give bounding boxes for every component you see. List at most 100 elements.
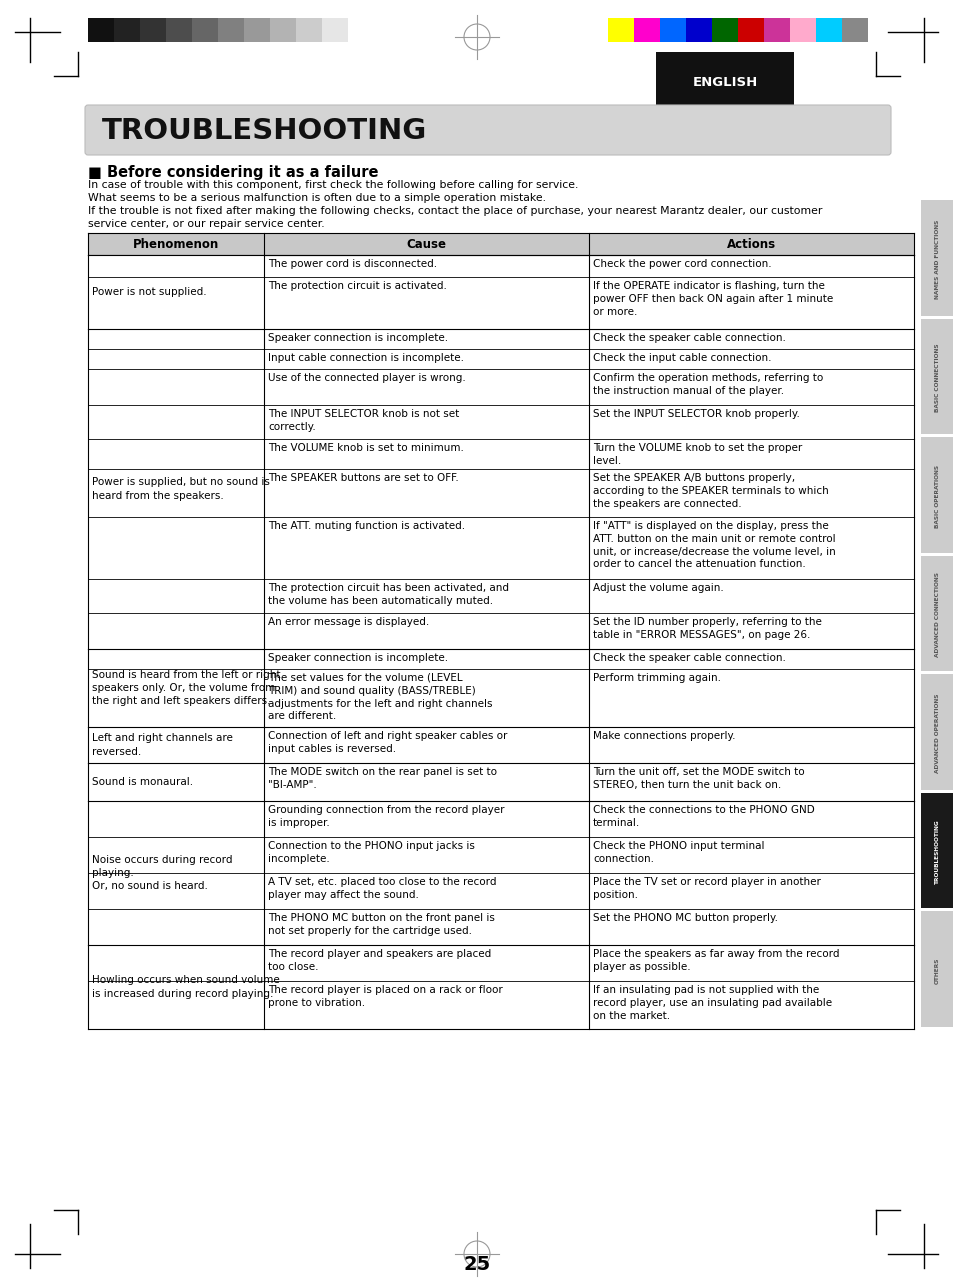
Text: Power is not supplied.: Power is not supplied. — [91, 287, 207, 297]
Text: What seems to be a serious malfunction is often due to a simple operation mistak: What seems to be a serious malfunction i… — [88, 193, 545, 203]
Text: The VOLUME knob is set to minimum.: The VOLUME knob is set to minimum. — [268, 442, 463, 453]
Bar — [659, 18, 685, 42]
Text: Check the speaker cable connection.: Check the speaker cable connection. — [593, 653, 785, 664]
Text: NAMES AND FUNCTIONS: NAMES AND FUNCTIONS — [934, 220, 939, 298]
Text: Set the PHONO MC button properly.: Set the PHONO MC button properly. — [593, 913, 778, 923]
Text: Check the power cord connection.: Check the power cord connection. — [593, 258, 771, 269]
Text: Input cable connection is incomplete.: Input cable connection is incomplete. — [268, 352, 463, 363]
Bar — [607, 18, 634, 42]
Text: Make connections properly.: Make connections properly. — [593, 730, 735, 741]
Text: A TV set, etc. placed too close to the record
player may affect the sound.: A TV set, etc. placed too close to the r… — [268, 877, 496, 900]
Text: The protection circuit has been activated, and
the volume has been automatically: The protection circuit has been activate… — [268, 583, 509, 606]
Bar — [920, 201, 953, 315]
Text: Phenomenon: Phenomenon — [132, 238, 219, 251]
Text: Sound is heard from the left or right
speakers only. Or, the volume from
the rig: Sound is heard from the left or right sp… — [91, 670, 280, 706]
Bar — [192, 18, 218, 42]
Text: TROUBLESHOOTING: TROUBLESHOOTING — [102, 117, 427, 145]
Bar — [634, 18, 659, 42]
FancyBboxPatch shape — [85, 105, 890, 156]
Bar — [322, 18, 348, 42]
Text: Check the input cable connection.: Check the input cable connection. — [593, 352, 771, 363]
Text: Speaker connection is incomplete.: Speaker connection is incomplete. — [268, 653, 448, 664]
Text: Set the INPUT SELECTOR knob properly.: Set the INPUT SELECTOR knob properly. — [593, 409, 799, 419]
Bar — [113, 18, 140, 42]
Bar — [738, 18, 763, 42]
Text: ADVANCED CONNECTIONS: ADVANCED CONNECTIONS — [934, 572, 939, 657]
Text: Speaker connection is incomplete.: Speaker connection is incomplete. — [268, 333, 448, 343]
Text: If an insulating pad is not supplied with the
record player, use an insulating p: If an insulating pad is not supplied wit… — [593, 985, 831, 1021]
Text: Place the TV set or record player in another
position.: Place the TV set or record player in ano… — [593, 877, 820, 900]
Bar — [920, 674, 953, 790]
Bar — [920, 793, 953, 908]
Bar — [841, 18, 867, 42]
Bar — [244, 18, 270, 42]
Text: Connection of left and right speaker cables or
input cables is reversed.: Connection of left and right speaker cab… — [268, 730, 507, 754]
Bar — [763, 18, 789, 42]
Text: Cause: Cause — [406, 238, 446, 251]
Text: The ATT. muting function is activated.: The ATT. muting function is activated. — [268, 521, 465, 531]
Text: Confirm the operation methods, referring to
the instruction manual of the player: Confirm the operation methods, referring… — [593, 373, 822, 396]
Text: The record player and speakers are placed
too close.: The record player and speakers are place… — [268, 949, 491, 972]
Bar — [88, 801, 264, 945]
Bar — [88, 945, 264, 1029]
Text: ADVANCED OPERATIONS: ADVANCED OPERATIONS — [934, 694, 939, 773]
Text: Set the ID number properly, referring to the
table in "ERROR MESSAGES", on page : Set the ID number properly, referring to… — [593, 617, 821, 640]
Text: Check the PHONO input terminal
connection.: Check the PHONO input terminal connectio… — [593, 841, 763, 864]
Bar — [218, 18, 244, 42]
Bar — [88, 233, 913, 255]
Text: TROUBLESHOOTING: TROUBLESHOOTING — [934, 820, 939, 885]
Bar — [270, 18, 295, 42]
Text: Left and right channels are
reversed.: Left and right channels are reversed. — [91, 733, 233, 756]
Text: Check the speaker cable connection.: Check the speaker cable connection. — [593, 333, 785, 343]
Bar — [685, 18, 711, 42]
Bar — [88, 18, 113, 42]
Bar — [88, 727, 264, 763]
Text: Grounding connection from the record player
is improper.: Grounding connection from the record pla… — [268, 805, 504, 828]
Text: The SPEAKER buttons are set to OFF.: The SPEAKER buttons are set to OFF. — [268, 473, 458, 484]
Text: OTHERS: OTHERS — [934, 958, 939, 984]
Text: Power is supplied, but no sound is
heard from the speakers.: Power is supplied, but no sound is heard… — [91, 477, 270, 500]
Bar — [789, 18, 815, 42]
Text: The INPUT SELECTOR knob is not set
correctly.: The INPUT SELECTOR knob is not set corre… — [268, 409, 458, 432]
Text: The power cord is disconnected.: The power cord is disconnected. — [268, 258, 436, 269]
Text: ■ Before considering it as a failure: ■ Before considering it as a failure — [88, 165, 378, 180]
Text: If the trouble is not fixed after making the following checks, contact the place: If the trouble is not fixed after making… — [88, 206, 821, 216]
Bar — [166, 18, 192, 42]
Text: Turn the VOLUME knob to set the proper
level.: Turn the VOLUME knob to set the proper l… — [593, 442, 801, 466]
Text: The MODE switch on the rear panel is set to
"BI-AMP".: The MODE switch on the rear panel is set… — [268, 766, 497, 790]
Bar — [656, 51, 793, 111]
Bar — [920, 556, 953, 671]
Bar — [711, 18, 738, 42]
Text: Use of the connected player is wrong.: Use of the connected player is wrong. — [268, 373, 465, 383]
Text: service center, or our repair service center.: service center, or our repair service ce… — [88, 219, 324, 229]
Text: The record player is placed on a rack or floor
prone to vibration.: The record player is placed on a rack or… — [268, 985, 502, 1008]
Text: Turn the unit off, set the MODE switch to
STEREO, then turn the unit back on.: Turn the unit off, set the MODE switch t… — [593, 766, 803, 790]
Text: Sound is monaural.: Sound is monaural. — [91, 777, 193, 787]
Bar — [88, 329, 264, 649]
Bar — [88, 255, 264, 329]
Text: ENGLISH: ENGLISH — [692, 76, 757, 90]
Text: Check the connections to the PHONO GND
terminal.: Check the connections to the PHONO GND t… — [593, 805, 814, 828]
Bar — [295, 18, 322, 42]
Bar — [140, 18, 166, 42]
Text: Actions: Actions — [726, 238, 775, 251]
Text: In case of trouble with this component, first check the following before calling: In case of trouble with this component, … — [88, 180, 578, 190]
Text: 25: 25 — [463, 1255, 490, 1273]
Text: Noise occurs during record
playing.
Or, no sound is heard.: Noise occurs during record playing. Or, … — [91, 855, 233, 891]
Text: Set the SPEAKER A/B buttons properly,
according to the SPEAKER terminals to whic: Set the SPEAKER A/B buttons properly, ac… — [593, 473, 828, 508]
Text: Adjust the volume again.: Adjust the volume again. — [593, 583, 723, 593]
Text: Connection to the PHONO input jacks is
incomplete.: Connection to the PHONO input jacks is i… — [268, 841, 475, 864]
Text: An error message is displayed.: An error message is displayed. — [268, 617, 429, 628]
Bar — [815, 18, 841, 42]
Text: If the OPERATE indicator is flashing, turn the
power OFF then back ON again afte: If the OPERATE indicator is flashing, tu… — [593, 282, 832, 316]
Text: BASIC OPERATIONS: BASIC OPERATIONS — [934, 466, 939, 529]
Bar — [920, 319, 953, 435]
Text: The PHONO MC button on the front panel is
not set properly for the cartridge use: The PHONO MC button on the front panel i… — [268, 913, 495, 936]
Text: Place the speakers as far away from the record
player as possible.: Place the speakers as far away from the … — [593, 949, 839, 972]
Bar — [920, 912, 953, 1028]
Bar — [88, 763, 264, 801]
Text: BASIC CONNECTIONS: BASIC CONNECTIONS — [934, 343, 939, 412]
Text: Howling occurs when sound volume
is increased during record playing.: Howling occurs when sound volume is incr… — [91, 975, 279, 999]
Bar — [920, 437, 953, 553]
Bar — [88, 649, 264, 727]
